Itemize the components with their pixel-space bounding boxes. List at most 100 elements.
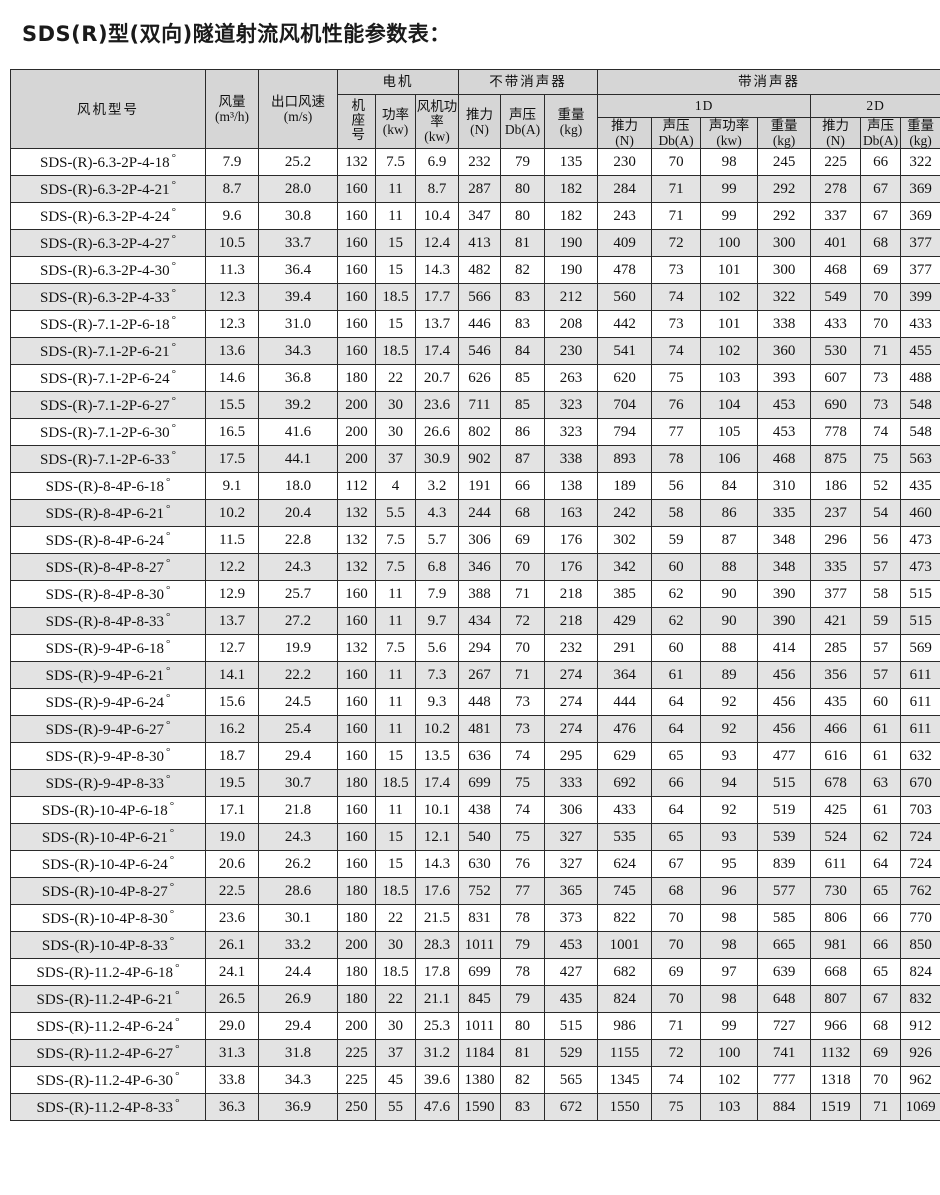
cell-value: 566 xyxy=(458,283,502,312)
cell-value: 26.5 xyxy=(205,985,259,1014)
cell-value: 135 xyxy=(544,148,599,177)
cell-value: 515 xyxy=(900,607,940,636)
header-motor-frame: 机座号 xyxy=(337,93,376,150)
cell-value: 824 xyxy=(597,985,653,1014)
cell-value: 427 xyxy=(544,958,599,987)
cell-value: 25.3 xyxy=(414,1012,460,1041)
cell-value: 93 xyxy=(700,742,759,771)
cell-value: 20.7 xyxy=(414,364,460,393)
cell-value: 9.6 xyxy=(205,202,259,231)
cell-value: 61 xyxy=(860,796,902,825)
cell-model: SDS-(R)-7.1-2P-6-18 ° xyxy=(10,310,206,339)
cell-value: 12.9 xyxy=(205,580,259,609)
cell-value: 1380 xyxy=(458,1066,502,1095)
cell-value: 11 xyxy=(375,715,416,744)
cell-value: 323 xyxy=(544,391,599,420)
cell-value: 88 xyxy=(700,553,759,582)
table-row: SDS-(R)-7.1-2P-6-18 ° 12.3 31.0 160 15 13.7 446… xyxy=(10,310,940,339)
cell-value: 7.5 xyxy=(375,553,416,582)
header-sub-2d: 2D xyxy=(810,94,940,118)
cell-value: 11 xyxy=(375,607,416,636)
degree-symbol: ° xyxy=(171,422,176,435)
degree-symbol: ° xyxy=(171,287,176,300)
cell-value: 180 xyxy=(337,769,376,798)
cell-model: SDS-(R)-7.1-2P-6-33 ° xyxy=(10,445,206,474)
header-row-groups: 风机型号 风量 (m³/h) 出口风速 (m/s) 电机 不带消声器 带消声器 xyxy=(10,68,940,150)
cell-value: 99 xyxy=(700,175,759,204)
cell-value: 456 xyxy=(757,715,812,744)
cell-value: 274 xyxy=(544,715,599,744)
cell-value: 668 xyxy=(810,958,862,987)
cell-value: 902 xyxy=(458,445,502,474)
cell-value: 524 xyxy=(810,823,862,852)
cell-value: 466 xyxy=(810,715,862,744)
cell-value: 323 xyxy=(544,418,599,447)
cell-value: 22 xyxy=(375,985,416,1014)
cell-value: 67 xyxy=(860,985,902,1014)
cell-value: 14.3 xyxy=(414,850,460,879)
degree-symbol: ° xyxy=(165,503,171,516)
cell-value: 21.1 xyxy=(414,985,460,1014)
cell-model: SDS-(R)-11.2-4P-8-33 ° xyxy=(10,1093,206,1122)
cell-value: 435 xyxy=(900,472,940,501)
cell-value: 182 xyxy=(544,175,599,204)
cell-value: 33.7 xyxy=(258,229,338,258)
header-2d-weight-name: 重量 xyxy=(907,118,935,133)
cell-value: 434 xyxy=(458,607,502,636)
cell-value: 9.3 xyxy=(414,688,460,717)
cell-value: 488 xyxy=(900,364,940,393)
table-row: SDS-(R)-9-4P-6-24 ° 15.6 24.5 160 11 9.3 448 73 2… xyxy=(10,688,940,717)
cell-value: 92 xyxy=(700,715,759,744)
cell-value: 300 xyxy=(757,256,812,285)
cell-value: 200 xyxy=(337,1012,376,1041)
cell-value: 727 xyxy=(757,1012,812,1041)
cell-value: 98 xyxy=(700,904,759,933)
cell-value: 21.5 xyxy=(414,904,460,933)
cell-value: 347 xyxy=(458,202,502,231)
cell-value: 59 xyxy=(651,526,702,555)
cell-value: 30 xyxy=(375,931,416,960)
cell-value: 529 xyxy=(544,1039,599,1068)
cell-value: 190 xyxy=(544,256,599,285)
cell-value: 71 xyxy=(500,580,546,609)
cell-model: SDS-(R)-8-4P-8-30 ° xyxy=(10,580,206,609)
header-1d-sound-pressure: 声压 Db(A) xyxy=(651,116,702,150)
cell-value: 57 xyxy=(860,553,902,582)
cell-value: 327 xyxy=(544,850,599,879)
header-1d-thrust: 推力 (N) xyxy=(597,116,653,150)
cell-value: 425 xyxy=(810,796,862,825)
cell-value: 482 xyxy=(458,256,502,285)
cell-value: 62 xyxy=(651,607,702,636)
cell-value: 15 xyxy=(375,229,416,258)
cell-value: 335 xyxy=(757,499,812,528)
cell-value: 66 xyxy=(860,148,902,177)
cell-value: 69 xyxy=(651,958,702,987)
cell-value: 160 xyxy=(337,823,376,852)
cell-value: 30.8 xyxy=(258,202,338,231)
cell-value: 56 xyxy=(651,472,702,501)
cell-value: 70 xyxy=(860,1066,902,1095)
cell-value: 11.3 xyxy=(205,256,259,285)
degree-symbol: ° xyxy=(171,206,176,219)
cell-value: 36.3 xyxy=(205,1093,259,1122)
cell-value: 100 xyxy=(700,1039,759,1068)
header-motor-power: 功率 (kw) xyxy=(375,93,416,150)
cell-value: 19.9 xyxy=(258,634,338,663)
degree-symbol: ° xyxy=(171,395,176,408)
cell-value: 25.2 xyxy=(258,148,338,177)
cell-value: 287 xyxy=(458,175,502,204)
cell-value: 17.4 xyxy=(414,769,460,798)
cell-value: 34.3 xyxy=(258,337,338,366)
table-row: SDS-(R)-11.2-4P-8-33 ° 36.3 36.9 250 55 47.6 15… xyxy=(10,1093,940,1122)
cell-value: 1011 xyxy=(458,1012,502,1041)
cell-value: 82 xyxy=(500,256,546,285)
cell-value: 65 xyxy=(651,742,702,771)
cell-value: 52 xyxy=(860,472,902,501)
cell-value: 60 xyxy=(651,553,702,582)
cell-value: 74 xyxy=(500,796,546,825)
cell-value: 39.4 xyxy=(258,283,338,312)
cell-value: 364 xyxy=(597,661,653,690)
cell-value: 22.2 xyxy=(258,661,338,690)
cell-value: 611 xyxy=(900,688,940,717)
cell-value: 548 xyxy=(900,418,940,447)
